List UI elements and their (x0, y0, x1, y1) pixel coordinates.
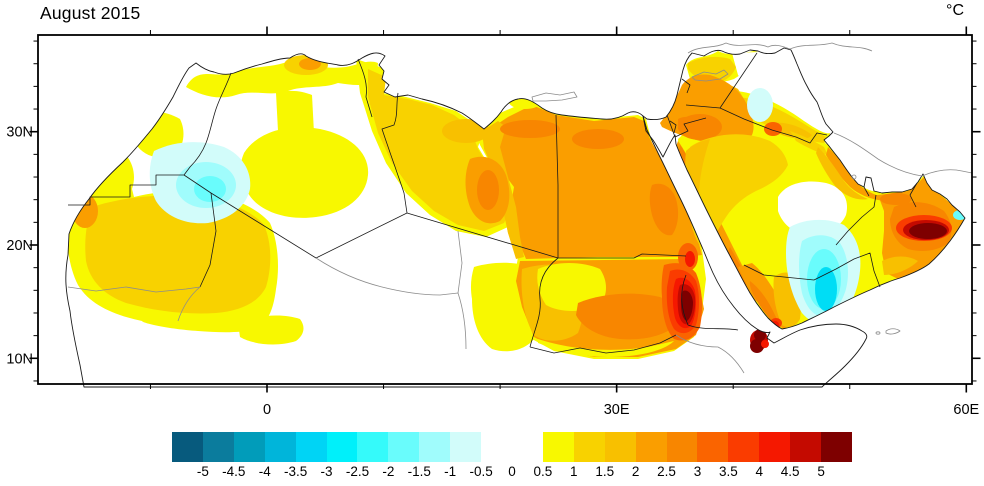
colorbar-segment (728, 432, 760, 462)
axis-tick-label: 60E (953, 402, 979, 418)
axis-tick-label: 10N (6, 351, 33, 367)
colorbar-tick-label: -4.5 (222, 464, 246, 479)
colorbar-segment (573, 432, 605, 462)
colorbar-tick-label: -1 (444, 464, 457, 479)
anomaly-field (65, 48, 965, 384)
axis-tick-label: 30N (6, 125, 33, 141)
neighbor-outlines (67, 42, 973, 374)
colorbar-segment (481, 432, 512, 462)
axis-ticks (29, 26, 981, 393)
colorbar-segment (388, 432, 420, 462)
colorbar-tick-label: -3.5 (283, 464, 308, 479)
colorbar-tick-label: -1.5 (407, 464, 431, 479)
colorbar-segment (295, 432, 327, 462)
colorbar-segment (357, 432, 389, 462)
colorbar-tick-label: 4 (755, 464, 764, 479)
colorbar (172, 432, 852, 462)
colorbar-tick-label: -5 (196, 464, 209, 479)
colorbar-segment (264, 432, 296, 462)
colorbar-tick-label: -2 (382, 464, 395, 479)
colorbar-tick-label: 3 (693, 464, 702, 479)
colorbar-tick-label: 1 (570, 464, 578, 479)
colorbar-tick-label: 1.5 (595, 464, 615, 479)
colorbar-tick-label: -4 (258, 464, 271, 479)
colorbar-tick-label: -3 (320, 464, 333, 479)
colorbar-tick-label: 0.5 (533, 464, 553, 479)
colorbar-segment (666, 432, 698, 462)
colorbar-tick-label: 2.5 (657, 464, 676, 479)
colorbar-tick-label: 5 (817, 464, 825, 479)
colorbar-tick-label: 2 (631, 464, 640, 479)
colorbar-segment (202, 432, 234, 462)
plot-frame (37, 34, 973, 385)
colorbar-tick-label: 3.5 (718, 464, 738, 479)
colorbar-segment (419, 432, 451, 462)
colorbar-segment (172, 432, 203, 462)
colorbar-segment (821, 432, 852, 462)
colorbar-tick-labels: -5 -4.5 -4 -3.5 -3 -2.5 -2 -1.5 -1 -0.5 0 0.5 1 1.5 2 2… (172, 464, 852, 482)
colorbar-segment (790, 432, 822, 462)
figure-title: August 2015 (40, 3, 141, 23)
colorbar-tick-label: -0.5 (469, 464, 493, 479)
colorbar-tick-label: -2.5 (345, 464, 370, 479)
axis-tick-label: 0 (263, 402, 271, 418)
colorbar-segment (759, 432, 791, 462)
unit-label: °C (946, 2, 964, 19)
colorbar-segment (697, 432, 729, 462)
axis-tick-labels: 0 30E 60E 30N 20N 10N (6, 125, 979, 418)
axis-tick-label: 30E (604, 402, 630, 418)
colorbar-segment (450, 432, 482, 462)
colorbar-segment (326, 432, 358, 462)
colorbar-segment (542, 432, 574, 462)
map-area (65, 42, 973, 388)
coastlines (65, 47, 966, 388)
colorbar-segment (604, 432, 636, 462)
colorbar-segment (635, 432, 667, 462)
colorbar-segment (233, 432, 265, 462)
colorbar-tick-label: 0 (508, 464, 516, 479)
colorbar-segment (511, 432, 543, 462)
colorbar-tick-label: 4.5 (780, 464, 800, 479)
axis-tick-label: 20N (6, 238, 33, 254)
